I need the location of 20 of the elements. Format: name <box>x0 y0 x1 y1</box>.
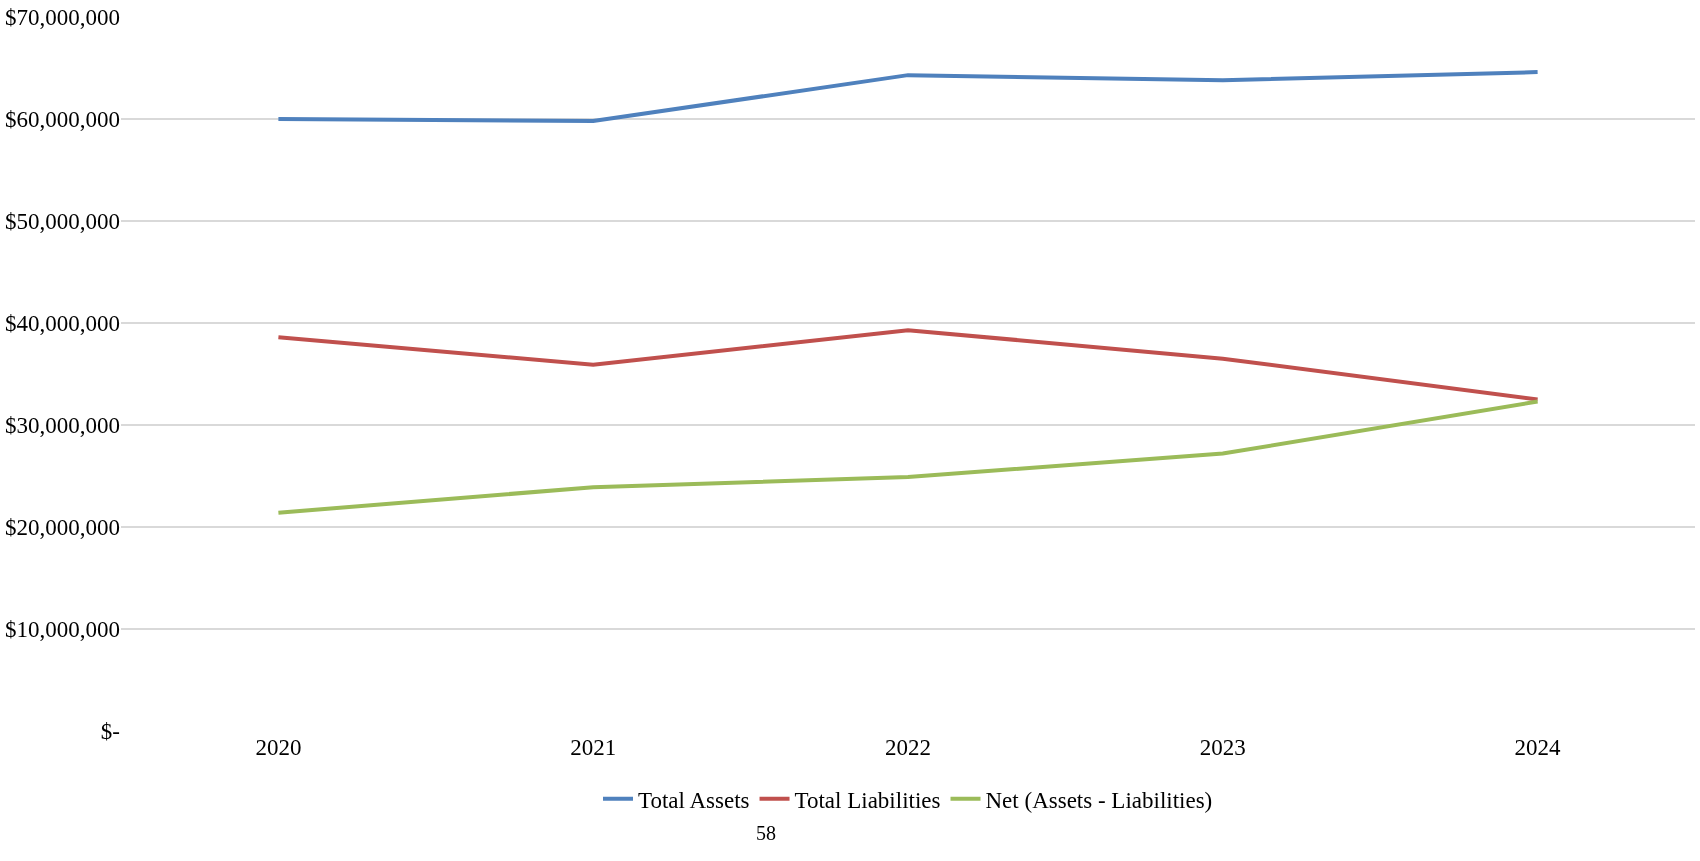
y-tick-label: $10,000,000 <box>5 617 120 643</box>
x-tick-label: 2023 <box>1199 735 1246 760</box>
y-tick-label: $60,000,000 <box>5 107 120 133</box>
x-tick-label: 2024 <box>1514 735 1562 760</box>
line-series <box>276 328 1540 402</box>
text: 58 <box>756 822 776 844</box>
y-tick-label: $- <box>100 719 120 745</box>
legend-label: Total Liabilities <box>794 787 941 813</box>
y-tick-label: $40,000,000 <box>5 311 120 337</box>
legend-label: Total Assets <box>638 787 750 813</box>
y-tick-label: $70,000,000 <box>5 5 120 31</box>
x-tick-label: 2020 <box>255 735 302 760</box>
y-tick-label: $20,000,000 <box>5 515 120 541</box>
y-tick-label: $50,000,000 <box>5 209 120 235</box>
legend-label: Net (Assets - Liabilities) <box>985 787 1213 813</box>
x-tick-label: 2022 <box>885 735 931 760</box>
x-tick-label: 2021 <box>570 735 617 760</box>
y-tick-label: $30,000,000 <box>5 413 120 439</box>
line-series <box>276 70 1540 124</box>
line-series <box>276 399 1540 515</box>
